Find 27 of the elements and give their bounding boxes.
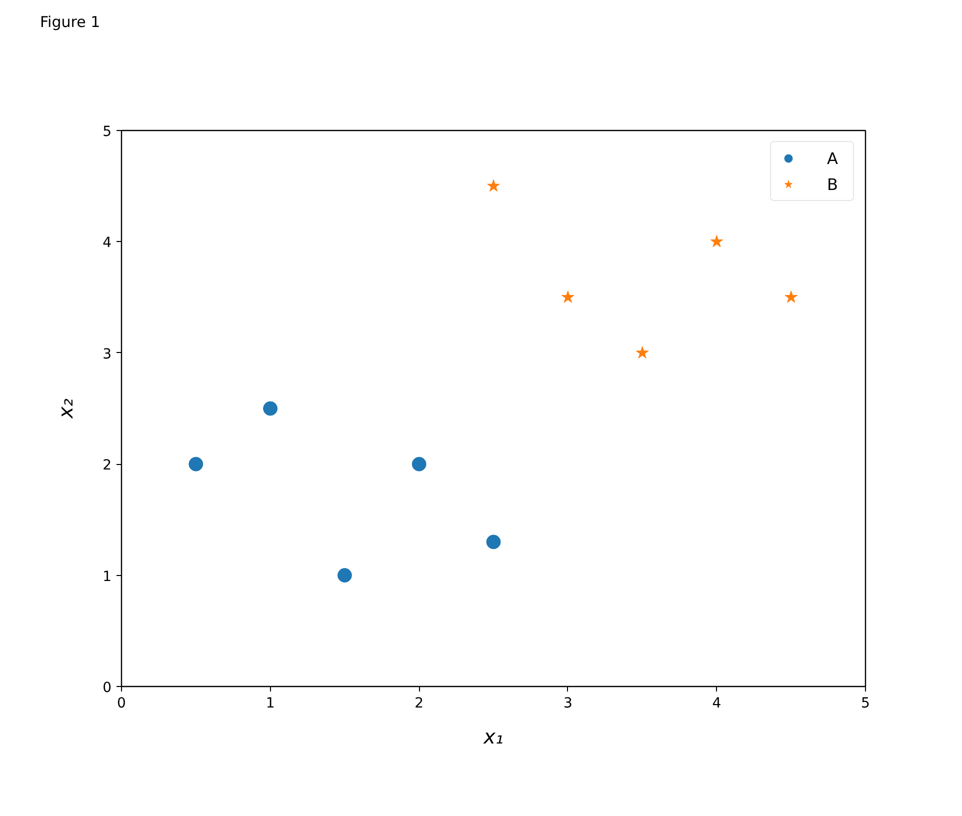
point — [710, 234, 724, 248]
x-tick-label: 2 — [414, 696, 424, 712]
x-tick-label: 4 — [712, 696, 722, 712]
x-axis-title: x₁ — [482, 724, 504, 748]
point — [784, 290, 798, 303]
point — [487, 179, 500, 192]
x-tick-label: 3 — [563, 696, 572, 712]
point — [337, 568, 352, 583]
caption: Figure 1 — [40, 13, 100, 31]
point — [412, 456, 426, 472]
y-tick-label: 1 — [102, 568, 112, 585]
y-tick-label: 4 — [102, 235, 112, 252]
y-tick-label: 5 — [102, 124, 112, 140]
y-tick-label: 3 — [102, 346, 112, 362]
x-tick-label: 0 — [117, 696, 126, 712]
y-axis-title: x₂ — [54, 398, 78, 420]
point — [188, 456, 204, 472]
point — [263, 401, 278, 416]
point — [486, 534, 501, 550]
legend-label: A — [827, 148, 839, 168]
y-tick-label: 2 — [102, 458, 112, 474]
y-tick-label: 0 — [102, 680, 112, 696]
point — [561, 290, 574, 303]
point — [636, 346, 649, 358]
x-tick-label: 5 — [861, 696, 870, 712]
legend-label: B — [827, 174, 839, 194]
x-tick-label: 1 — [266, 696, 275, 712]
